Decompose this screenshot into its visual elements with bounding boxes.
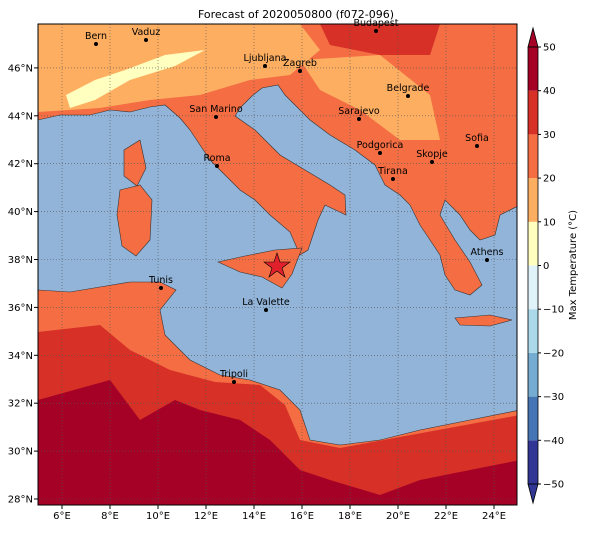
- city-label: Ljubljana: [244, 53, 287, 64]
- map: [38, 24, 517, 505]
- city-label: Tunis: [148, 275, 173, 286]
- city-dot: [94, 42, 98, 46]
- lat-label: 28°N: [8, 495, 33, 506]
- lon-label: 8°E: [101, 511, 119, 522]
- city-label: Skopje: [416, 149, 448, 160]
- colorbar-band: [528, 352, 538, 397]
- colorbar-tick-label: 40: [543, 86, 556, 97]
- sardinia: [116, 184, 153, 257]
- city-label: Tripoli: [219, 369, 248, 380]
- colorbar-tick-label: −20: [543, 348, 564, 359]
- city-label: San Marino: [189, 104, 242, 115]
- graticule: [34, 24, 517, 509]
- corsica: [123, 139, 147, 187]
- lon-label: 24°E: [482, 511, 506, 522]
- city-dot: [159, 286, 163, 290]
- lon-label: 14°E: [242, 511, 266, 522]
- colorbar-tick-label: 0: [543, 261, 549, 272]
- city-dot: [144, 38, 148, 42]
- city-label: Podgorica: [357, 140, 404, 151]
- city-dot: [232, 380, 236, 384]
- hungary: [320, 24, 440, 55]
- lon-label: 12°E: [194, 511, 218, 522]
- city-dot: [263, 64, 267, 68]
- city-dot: [378, 151, 382, 155]
- colorbar-band: [528, 134, 538, 179]
- colorbar-tick-label: 50: [543, 43, 556, 54]
- lon-label: 10°E: [146, 511, 170, 522]
- lat-label: 30°N: [8, 447, 33, 458]
- lon-label: 6°E: [53, 511, 71, 522]
- city-label: La Valette: [242, 297, 290, 308]
- lon-label: 20°E: [386, 511, 410, 522]
- city-dot: [475, 144, 479, 148]
- city-dot: [214, 115, 218, 119]
- lon-label: 18°E: [338, 511, 362, 522]
- city-dot: [215, 164, 219, 168]
- city-dot: [264, 308, 268, 312]
- city-label: Sofia: [465, 133, 489, 144]
- colorbar-band: [528, 221, 538, 266]
- city-dot: [406, 94, 410, 98]
- city-dot: [374, 29, 378, 33]
- lat-label: 46°N: [8, 63, 33, 74]
- city-label: Athens: [471, 247, 504, 258]
- colorbar-band: [528, 90, 538, 135]
- balkans-warm: [300, 55, 440, 140]
- city-label: Budapest: [354, 18, 399, 29]
- colorbar: [527, 26, 541, 505]
- colorbar-extend-bottom: [527, 483, 539, 505]
- city-label: Bern: [85, 31, 107, 42]
- colorbar-tick-label: −10: [543, 305, 564, 316]
- sicily: [217, 247, 303, 289]
- city-dot: [485, 258, 489, 262]
- city-label: Belgrade: [387, 83, 430, 94]
- city-label: Sarajevo: [338, 106, 380, 117]
- city-label: Vaduz: [132, 27, 161, 38]
- colorbar-tick-label: 10: [543, 217, 556, 228]
- lat-label: 36°N: [8, 303, 33, 314]
- colorbar-band: [528, 178, 538, 222]
- map-frame: [37, 23, 518, 506]
- city-dot: [357, 117, 361, 121]
- lat-label: 34°N: [8, 351, 33, 362]
- colorbar-tick-label: −40: [543, 436, 564, 447]
- colorbar-band: [528, 440, 538, 484]
- city-dot: [430, 160, 434, 164]
- lat-label: 32°N: [8, 399, 33, 410]
- colorbar-band: [528, 265, 538, 310]
- colorbar-tick-label: 30: [543, 130, 556, 141]
- alps-cold: [66, 50, 205, 108]
- city-dot: [298, 69, 302, 73]
- title: Forecast of 2020050800 (f072-096): [198, 8, 394, 21]
- city-dot: [391, 177, 395, 181]
- colorbar-tick-label: 20: [543, 174, 556, 185]
- colorbar-extend-top: [527, 26, 539, 48]
- lat-label: 44°N: [8, 111, 33, 122]
- lat-label: 38°N: [8, 255, 33, 266]
- lon-label: 22°E: [434, 511, 458, 522]
- colorbar-tick-label: −30: [543, 392, 564, 403]
- city-label: Roma: [203, 153, 230, 164]
- crete: [454, 314, 513, 327]
- city-label: Zagreb: [283, 58, 317, 69]
- location-star: [263, 252, 291, 278]
- city-label: Tirana: [377, 166, 408, 177]
- colorbar-band: [528, 396, 538, 441]
- colorbar-band: [528, 47, 538, 91]
- colorbar-tick-label: −50: [543, 480, 564, 491]
- lon-label: 16°E: [290, 511, 314, 522]
- lat-label: 40°N: [8, 207, 33, 218]
- lat-label: 42°N: [8, 159, 33, 170]
- colorbar-band: [528, 309, 538, 353]
- colorbar-label: Max Temperature (°C): [568, 210, 579, 320]
